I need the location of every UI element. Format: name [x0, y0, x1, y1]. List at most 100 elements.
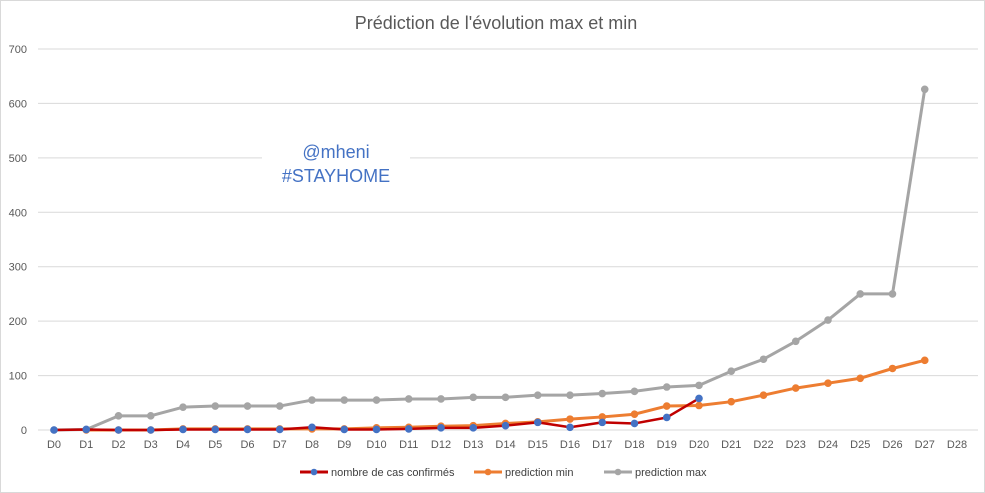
x-tick-label: D19: [657, 439, 677, 451]
x-tick-label: D15: [528, 439, 548, 451]
annotation-hashtag: #STAYHOME: [281, 166, 391, 186]
data-point: [856, 374, 865, 383]
data-point: [340, 396, 349, 404]
data-point: [114, 426, 123, 434]
data-point: [695, 401, 703, 410]
data-point: [372, 425, 381, 434]
data-point: [275, 402, 284, 410]
data-point: [179, 403, 187, 411]
data-point: [308, 423, 316, 432]
x-tick-label: D27: [915, 439, 935, 451]
x-tick-label: D4: [176, 439, 190, 451]
x-tick-label: D2: [111, 439, 125, 451]
data-point: [566, 423, 574, 432]
y-tick-label: 500: [9, 153, 27, 165]
data-point: [243, 425, 252, 434]
legend-swatch-marker: [310, 468, 318, 476]
data-point: [501, 421, 510, 430]
y-tick-label: 600: [9, 98, 27, 110]
x-tick-label: D18: [624, 439, 644, 451]
x-tick-label: D6: [240, 439, 254, 451]
x-tick-label: D11: [399, 439, 418, 451]
data-point: [727, 367, 736, 376]
data-point: [630, 419, 639, 428]
x-tick-label: D21: [721, 439, 741, 451]
data-point: [888, 364, 897, 373]
x-tick-label: D25: [850, 439, 870, 451]
data-point: [598, 389, 607, 398]
x-tick-label: D3: [144, 439, 158, 451]
data-point: [824, 316, 832, 324]
chart-title: Prédiction de l'évolution max et min: [355, 13, 638, 33]
data-point: [598, 418, 607, 427]
data-point: [372, 396, 381, 404]
data-point: [82, 425, 91, 434]
legend-entry: nombre de cas confirmés: [331, 467, 455, 479]
legend-swatch-marker: [484, 468, 492, 476]
data-point: [920, 85, 929, 94]
x-tick-label: D20: [689, 439, 709, 451]
data-point: [920, 356, 929, 365]
x-tick-label: D12: [431, 439, 451, 451]
y-axis-ticks: 0 100 200 300 400 500 600 700: [9, 44, 27, 437]
x-tick-label: D9: [337, 439, 351, 451]
data-point: [533, 391, 542, 399]
data-point: [146, 412, 155, 420]
data-point: [404, 425, 413, 433]
data-point: [340, 425, 349, 434]
x-tick-label: D23: [786, 439, 806, 451]
data-point: [662, 402, 671, 410]
series-0: [50, 394, 703, 434]
x-tick-label: D28: [947, 439, 967, 451]
x-tick-label: D7: [273, 439, 287, 451]
data-point: [469, 424, 478, 432]
data-point: [308, 396, 316, 404]
x-tick-label: D17: [592, 439, 612, 451]
data-point: [727, 397, 736, 406]
data-point: [888, 290, 897, 298]
data-point: [146, 426, 155, 434]
data-point: [211, 402, 220, 410]
data-point: [662, 383, 671, 391]
y-tick-label: 700: [9, 44, 27, 56]
y-tick-label: 200: [9, 316, 27, 328]
legend-entry: prediction max: [635, 467, 707, 479]
y-tick-label: 100: [9, 371, 27, 383]
y-tick-label: 0: [21, 425, 27, 437]
x-tick-label: D1: [79, 439, 93, 451]
data-point: [469, 393, 478, 402]
data-point: [566, 391, 574, 399]
data-point: [662, 413, 671, 422]
data-point: [630, 387, 639, 396]
x-tick-label: D0: [47, 439, 61, 451]
data-point: [404, 395, 413, 403]
x-tick-label: D22: [753, 439, 773, 451]
data-point: [856, 290, 865, 298]
data-point: [437, 395, 445, 403]
data-point: [179, 425, 187, 434]
data-point: [695, 381, 703, 390]
x-tick-label: D8: [305, 439, 319, 451]
data-point: [243, 402, 252, 410]
data-point: [275, 425, 284, 434]
data-point: [501, 393, 510, 402]
x-tick-label: D26: [882, 439, 902, 451]
data-point: [211, 425, 220, 434]
data-point: [50, 426, 58, 434]
x-axis-ticks: D0 D1 D2 D3 D4 D5 D6 D7 D8 D9 D10 D11 D12 D13 D14 D15 D1…: [47, 439, 967, 451]
legend-entry: prediction min: [505, 467, 573, 479]
data-point: [114, 412, 123, 420]
data-point: [759, 355, 768, 364]
gridlines: [38, 48, 978, 431]
x-tick-label: D5: [208, 439, 222, 451]
series-2: [50, 85, 929, 434]
series-line: [53, 89, 927, 432]
series-group: [50, 85, 929, 434]
legend: nombre de cas confirmés prediction min pre…: [300, 467, 707, 479]
x-tick-label: D13: [463, 439, 483, 451]
data-point: [791, 384, 800, 392]
data-point: [824, 379, 832, 387]
y-tick-label: 400: [9, 207, 27, 219]
y-tick-label: 300: [9, 262, 27, 274]
x-tick-label: D24: [818, 439, 838, 451]
